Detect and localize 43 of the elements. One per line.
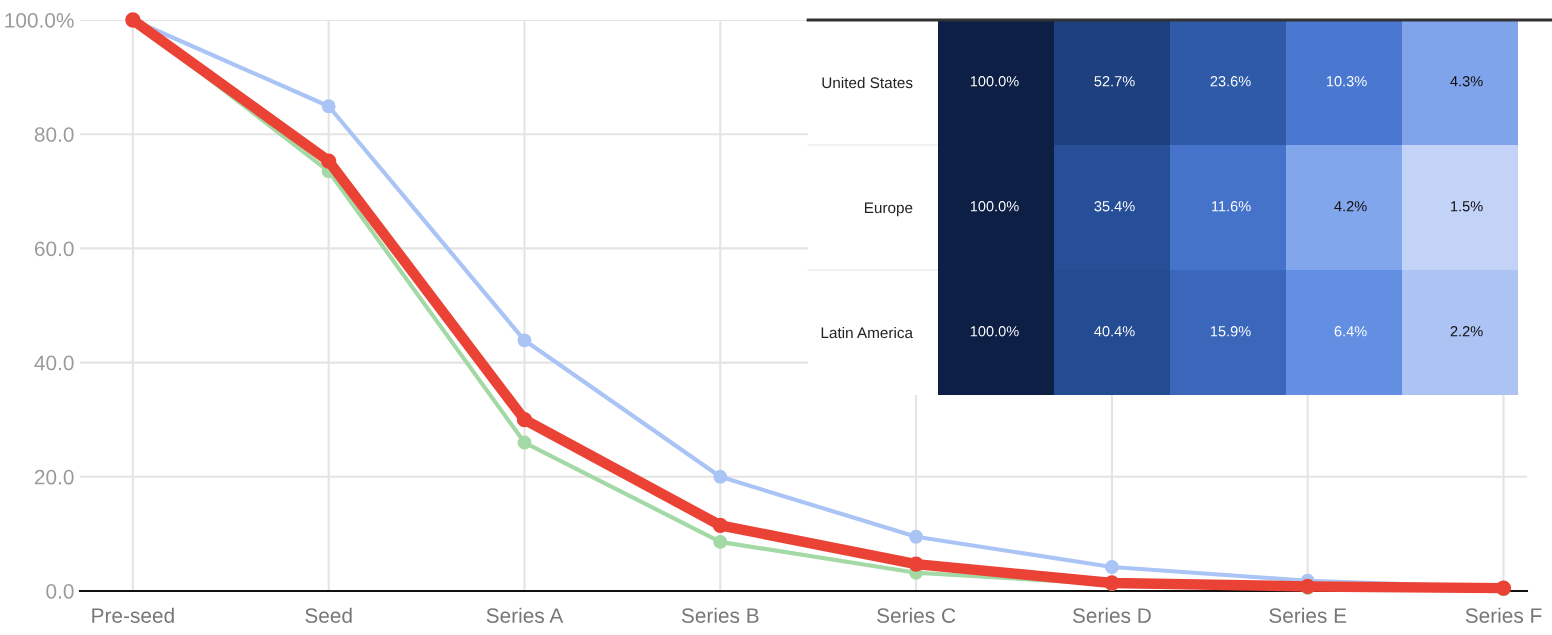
point [517, 333, 532, 348]
x-tick-label: Series D [1072, 607, 1151, 623]
data-label: 4.3% [1450, 76, 1483, 87]
point [908, 556, 924, 572]
x-tick-label: Series E [1269, 607, 1347, 623]
data-label: 40.4% [1094, 326, 1135, 337]
x-tick-label: Series B [681, 607, 759, 623]
data-label: 4.2% [1334, 201, 1367, 212]
data-label: 35.4% [1094, 201, 1135, 212]
x-tick-label: Seed [305, 607, 352, 623]
y-tick-label: United States [822, 76, 913, 89]
y-tick-label: 100.0% [5, 13, 74, 28]
x-tick-label: Pre-seed [92, 607, 174, 623]
y-tick-label: 60.0 [34, 241, 74, 257]
point [713, 469, 728, 484]
data-label: 23.6% [1210, 76, 1251, 87]
data-label: 10.3% [1326, 76, 1367, 87]
y-tick-label: 0.0 [46, 584, 74, 599]
y-tick-label: 40.0 [34, 355, 74, 371]
point [516, 412, 533, 428]
point [321, 99, 336, 114]
data-label: 100.0% [970, 326, 1019, 337]
x-tick-label: Series C [877, 607, 956, 623]
point [712, 517, 728, 533]
data-label: 11.6% [1212, 201, 1251, 212]
x-tick-label: Series F [1465, 607, 1542, 623]
y-tick-label: 20.0 [34, 469, 74, 485]
point [909, 529, 924, 544]
point [517, 435, 532, 450]
data-label: 2.2% [1450, 326, 1483, 337]
data-label: 6.4% [1334, 326, 1367, 337]
point [321, 153, 337, 169]
data-label: 100.0% [970, 76, 1019, 87]
data-label: 15.9% [1210, 326, 1251, 337]
point [713, 534, 728, 549]
point [1104, 560, 1119, 574]
data-label: 1.5% [1451, 201, 1483, 212]
data-label: 52.7% [1094, 76, 1135, 87]
data-label: 100.0% [970, 201, 1019, 212]
y-tick-label: Europe [864, 202, 913, 217]
y-tick-label: 80.0 [34, 127, 74, 142]
y-tick-label: Latin America [821, 326, 913, 339]
x-tick-label: Series A [486, 607, 564, 623]
